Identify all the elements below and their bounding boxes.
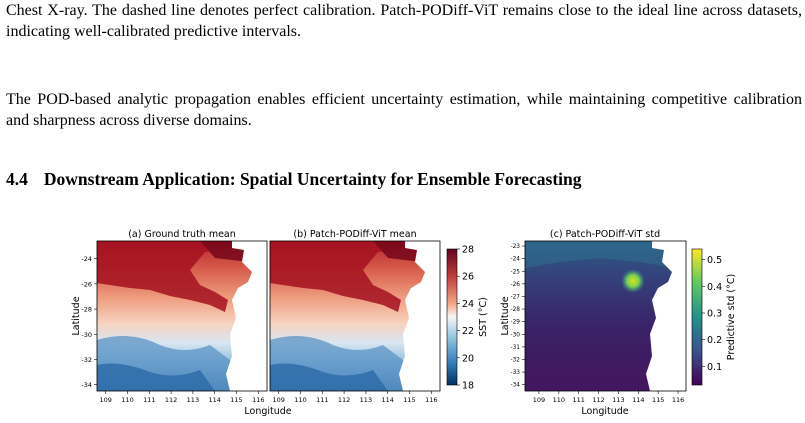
section-title: Downstream Application: Spatial Uncertai…	[43, 169, 582, 189]
xtick-label-c: 116	[672, 396, 684, 404]
std-tick-label: 0.5	[707, 255, 722, 266]
xlabel-left: Longitude	[244, 406, 291, 417]
panel-b-cool-core	[270, 363, 388, 391]
std-tick-label: 0.1	[707, 362, 722, 373]
ytick-label-a: -26	[81, 280, 92, 288]
xtick-label-c: 110	[553, 396, 565, 404]
ytick-label-a: -24	[81, 255, 92, 263]
panel-b-podiff-mean: (b) Patch-PODiff-ViT mean	[269, 229, 441, 392]
panel-a-warm-core	[97, 241, 267, 312]
sst-colorbar: 28 26 24 22 20 18 SST (°C)	[446, 245, 489, 392]
panel-c-land-mask	[646, 241, 686, 391]
panel-a-title: (a) Ground truth mean	[128, 229, 236, 240]
ytick-label-c: -31	[511, 345, 521, 351]
panel-c-title: (c) Patch-PODiff-ViT std	[550, 229, 660, 240]
ytick-label-c: -28	[511, 307, 521, 313]
ytick-label-c: -34	[511, 383, 521, 389]
panel-a-cool-core	[97, 363, 215, 391]
xtick-label-b: 110	[294, 396, 306, 404]
panel-c-high-uncertainty-spot	[621, 269, 645, 293]
std-colorbar-label: Predictive std (°C)	[726, 274, 737, 360]
ytick-label-c: -26	[511, 282, 521, 288]
xtick-label-a: 116	[252, 396, 264, 404]
xtick-label-b: 109	[273, 396, 285, 404]
panel-b-frame	[269, 240, 441, 392]
xtick-label-a: 112	[165, 396, 177, 404]
panel-c-frame	[524, 240, 687, 392]
panel-c-upper-band	[525, 241, 686, 270]
ytick-label-c: -24	[511, 257, 521, 263]
xtick-label-c: 111	[572, 396, 584, 404]
panel-a-frame	[96, 240, 268, 392]
xtick-label-b: 114	[381, 396, 393, 404]
panel-a-ground-truth-mean: (a) Ground truth mean	[96, 229, 268, 392]
panel-a-land-mask	[226, 241, 267, 391]
xtick-label-c: 112	[592, 396, 604, 404]
panel-b-warm-core	[270, 241, 440, 312]
xtick-label-a: 110	[121, 396, 133, 404]
ytick-label-c: -23	[511, 244, 521, 250]
xtick-label-c: 113	[612, 396, 624, 404]
xtick-label-a: 111	[143, 396, 155, 404]
xtick-label-c: 115	[652, 396, 664, 404]
ytick-label-a: -30	[81, 331, 92, 339]
ytick-label-a: -34	[81, 381, 92, 389]
ytick-label-c: -27	[511, 294, 521, 300]
ytick-label-c: -29	[511, 320, 521, 326]
ytick-label-c: -30	[511, 332, 521, 338]
xtick-label-b: 113	[360, 396, 372, 404]
xlabel-right: Longitude	[581, 406, 628, 417]
xtick-label-a: 109	[100, 396, 112, 404]
std-tick-label: 0.3	[707, 309, 722, 320]
ytick-label-c: -33	[511, 370, 521, 376]
std-colorbar-gradient	[691, 248, 703, 386]
sst-tick-label: 22	[462, 326, 474, 337]
xtick-label-b: 112	[338, 396, 350, 404]
ylabel-right: Latitude	[500, 296, 511, 335]
sst-tick-label: 28	[462, 245, 474, 256]
sst-tick-label: 20	[462, 353, 474, 364]
section-heading: 4.4 Downstream Application: Spatial Uncer…	[6, 169, 582, 190]
panel-b-land-mask	[399, 241, 440, 391]
paragraph-calibration-caption: Chest X-ray. The dashed line denotes per…	[6, 2, 802, 40]
sst-colorbar-gradient	[446, 248, 458, 386]
std-tick-label: 0.2	[707, 335, 722, 346]
panel-c-podiff-std: (c) Patch-PODiff-ViT std	[524, 229, 687, 392]
xtick-label-b: 116	[425, 396, 437, 404]
panel-b-title: (b) Patch-PODiff-ViT mean	[293, 229, 416, 240]
std-colorbar: 0.5 0.4 0.3 0.2 0.1 Predictive std (°C)	[691, 248, 737, 386]
ytick-label-a: -28	[81, 306, 92, 314]
ylabel-left: Latitude	[71, 296, 82, 335]
sst-tick-label: 26	[462, 272, 474, 283]
paragraph-pod-propagation: The POD-based analytic propagation enabl…	[6, 91, 802, 129]
xtick-label-a: 113	[187, 396, 199, 404]
section-number: 4.4	[6, 169, 28, 189]
sst-tick-label: 18	[462, 381, 474, 392]
ytick-label-a: -32	[81, 356, 92, 364]
sst-tick-label: 24	[462, 299, 474, 310]
sst-colorbar-label: SST (°C)	[478, 297, 489, 337]
xtick-label-a: 114	[208, 396, 220, 404]
ytick-label-c: -25	[511, 269, 521, 275]
ytick-label-c: -32	[511, 357, 521, 363]
xtick-label-c: 109	[533, 396, 545, 404]
xtick-label-b: 115	[403, 396, 415, 404]
std-tick-label: 0.4	[707, 282, 722, 293]
xtick-label-c: 114	[632, 396, 644, 404]
xtick-label-a: 115	[230, 396, 242, 404]
xtick-label-b: 111	[316, 396, 328, 404]
